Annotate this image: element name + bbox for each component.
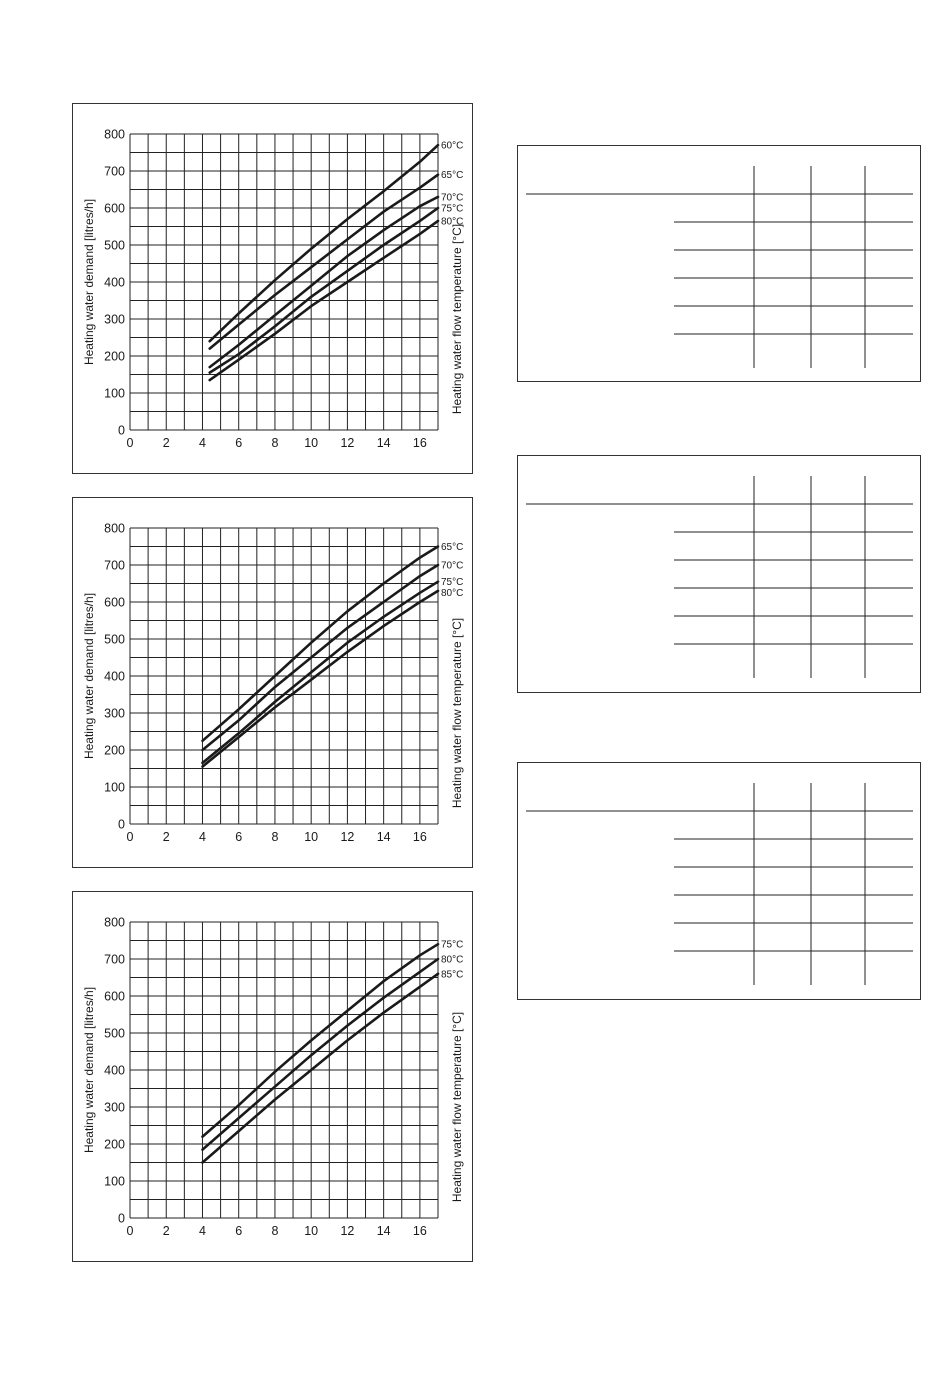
grid xyxy=(129,133,439,431)
x-tick-label: 16 xyxy=(413,1224,427,1238)
series-label: 75°C xyxy=(441,940,463,951)
empty-table-1 xyxy=(517,145,921,382)
chart-panel-1: 0 2 4 6 8 10 12 14 16 0 100 200 300 400 500 600 700 800 He… xyxy=(72,103,473,474)
y-axis-title: Heating water demand [litres/h] xyxy=(82,593,96,759)
series-label: 80°C xyxy=(441,955,463,966)
y-tick-label: 100 xyxy=(104,781,125,795)
x-tick-label: 16 xyxy=(413,436,427,450)
series-label: 70°C xyxy=(441,192,463,203)
x-tick-label: 4 xyxy=(199,1224,206,1238)
y-tick-label: 500 xyxy=(104,1027,125,1041)
y-tick-label: 700 xyxy=(104,559,125,573)
y-axis-title: Heating water demand [litres/h] xyxy=(82,199,96,365)
x-tick-label: 12 xyxy=(340,830,354,844)
x-tick-label: 6 xyxy=(235,1224,242,1238)
y-tick-label: 300 xyxy=(104,707,125,721)
series-label: 60°C xyxy=(441,141,463,152)
series-line xyxy=(201,589,440,768)
y-tick-label: 200 xyxy=(104,350,125,364)
y-tick-label: 0 xyxy=(118,818,125,832)
y2-axis-title: Heating water flow temperature [°C] xyxy=(450,224,464,414)
x-tick-label: 16 xyxy=(413,830,427,844)
series-line xyxy=(201,580,440,765)
y-tick-label: 200 xyxy=(104,1138,125,1152)
chart-panel-3: 0 2 4 6 8 10 12 14 16 0 100 200 300 400 500 600 700 800 He… xyxy=(72,891,473,1262)
table-grid-1 xyxy=(526,166,913,368)
x-tick-label: 6 xyxy=(235,830,242,844)
x-tick-label: 4 xyxy=(199,436,206,450)
y2-axis-title: Heating water flow temperature [°C] xyxy=(450,1012,464,1202)
series-label: 70°C xyxy=(441,561,463,572)
series-label: 85°C xyxy=(441,969,463,980)
series-line xyxy=(208,206,440,374)
y-tick-label: 600 xyxy=(104,202,125,216)
y2-axis-title: Heating water flow temperature [°C] xyxy=(450,618,464,808)
series-label: 75°C xyxy=(441,204,463,215)
y-tick-label: 500 xyxy=(104,633,125,647)
y-tick-label: 400 xyxy=(104,1064,125,1078)
y-tick-label: 700 xyxy=(104,953,125,967)
y-tick-label: 600 xyxy=(104,596,125,610)
x-tick-label: 14 xyxy=(377,1224,391,1238)
y-tick-label: 500 xyxy=(104,239,125,253)
x-tick-label: 8 xyxy=(271,436,278,450)
x-tick-label: 10 xyxy=(304,830,318,844)
x-tick-label: 0 xyxy=(127,830,134,844)
x-tick-label: 10 xyxy=(304,436,318,450)
y-tick-label: 100 xyxy=(104,1175,125,1189)
series-line xyxy=(201,972,440,1164)
chart-svg-3: 0 2 4 6 8 10 12 14 16 0 100 200 300 400 500 600 700 800 He… xyxy=(82,916,464,1239)
empty-table-3 xyxy=(517,762,921,1000)
y-tick-label: 300 xyxy=(104,313,125,327)
x-tick-label: 14 xyxy=(377,830,391,844)
x-tick-label: 4 xyxy=(199,830,206,844)
y-tick-label: 0 xyxy=(118,1212,125,1226)
chart-svg-2: 0 2 4 6 8 10 12 14 16 0 100 200 300 400 500 600 700 800 He… xyxy=(82,522,464,845)
table-grid-3 xyxy=(526,783,913,985)
empty-table-2 xyxy=(517,455,921,693)
y-tick-label: 700 xyxy=(104,165,125,179)
series-line xyxy=(201,942,440,1138)
series-line xyxy=(208,195,440,369)
grid xyxy=(129,921,439,1219)
series-line xyxy=(201,957,440,1151)
x-tick-label: 12 xyxy=(340,436,354,450)
series-label: 75°C xyxy=(441,577,463,588)
x-tick-label: 6 xyxy=(235,436,242,450)
y-tick-label: 800 xyxy=(104,916,125,930)
x-tick-label: 2 xyxy=(163,830,170,844)
series-label: 65°C xyxy=(441,170,463,181)
y-tick-label: 400 xyxy=(104,276,125,290)
x-tick-label: 2 xyxy=(163,436,170,450)
series-line xyxy=(201,545,440,743)
table-grid-2 xyxy=(526,476,913,678)
x-tick-label: 0 xyxy=(127,436,134,450)
series-line xyxy=(208,173,440,350)
y-tick-label: 600 xyxy=(104,990,125,1004)
y-axis-title: Heating water demand [litres/h] xyxy=(82,987,96,1153)
grid xyxy=(129,527,439,825)
x-tick-label: 8 xyxy=(271,1224,278,1238)
y-tick-label: 0 xyxy=(118,424,125,438)
y-tick-label: 800 xyxy=(104,128,125,142)
series-label: 80°C xyxy=(441,216,463,227)
x-tick-label: 8 xyxy=(271,830,278,844)
series-label: 80°C xyxy=(441,588,463,599)
series-line xyxy=(208,143,440,343)
x-tick-label: 12 xyxy=(340,1224,354,1238)
series-line xyxy=(208,219,440,382)
y-tick-label: 200 xyxy=(104,744,125,758)
chart-panel-2: 0 2 4 6 8 10 12 14 16 0 100 200 300 400 500 600 700 800 He… xyxy=(72,497,473,868)
series-line xyxy=(201,563,440,752)
y-tick-label: 800 xyxy=(104,522,125,536)
chart-svg-1: 0 2 4 6 8 10 12 14 16 0 100 200 300 400 500 600 700 800 He… xyxy=(82,128,464,451)
y-tick-label: 300 xyxy=(104,1101,125,1115)
y-tick-label: 100 xyxy=(104,387,125,401)
x-tick-label: 10 xyxy=(304,1224,318,1238)
y-tick-label: 400 xyxy=(104,670,125,684)
x-tick-label: 14 xyxy=(377,436,391,450)
x-tick-label: 0 xyxy=(127,1224,134,1238)
x-tick-label: 2 xyxy=(163,1224,170,1238)
series-label: 65°C xyxy=(441,542,463,553)
